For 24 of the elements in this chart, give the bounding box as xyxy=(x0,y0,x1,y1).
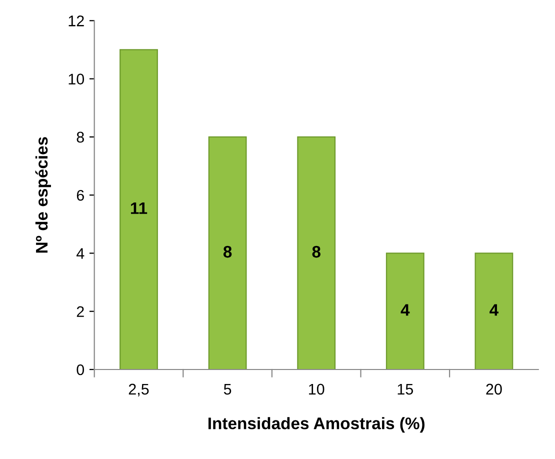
x-tick-label: 2,5 xyxy=(128,384,149,396)
bar xyxy=(386,252,424,370)
data-label: 8 xyxy=(312,246,320,258)
x-axis-title: Intensidades Amostrais (%) xyxy=(208,417,424,433)
y-tick-label: 6 xyxy=(76,190,84,201)
bar xyxy=(297,136,336,370)
data-label: 4 xyxy=(400,304,410,316)
x-tick-label: 10 xyxy=(309,384,324,395)
bar xyxy=(120,49,158,370)
y-tick-label: 2 xyxy=(76,306,84,317)
x-tick-label: 20 xyxy=(486,384,502,395)
y-tick-label: 10 xyxy=(68,74,84,84)
y-tick-label: 12 xyxy=(68,16,84,26)
data-label: 4 xyxy=(490,304,498,316)
data-label: 11 xyxy=(130,202,148,214)
y-tick-label: 8 xyxy=(76,132,84,143)
y-axis-title: Nº de espécies xyxy=(35,137,51,253)
bar xyxy=(208,136,247,370)
data-label: 8 xyxy=(223,246,232,258)
y-tick-label: 4 xyxy=(76,248,84,259)
bar xyxy=(474,252,514,370)
x-tick-label: 15 xyxy=(398,384,414,395)
y-tick-label: 0 xyxy=(76,364,84,376)
x-tick-label: 5 xyxy=(224,384,232,395)
